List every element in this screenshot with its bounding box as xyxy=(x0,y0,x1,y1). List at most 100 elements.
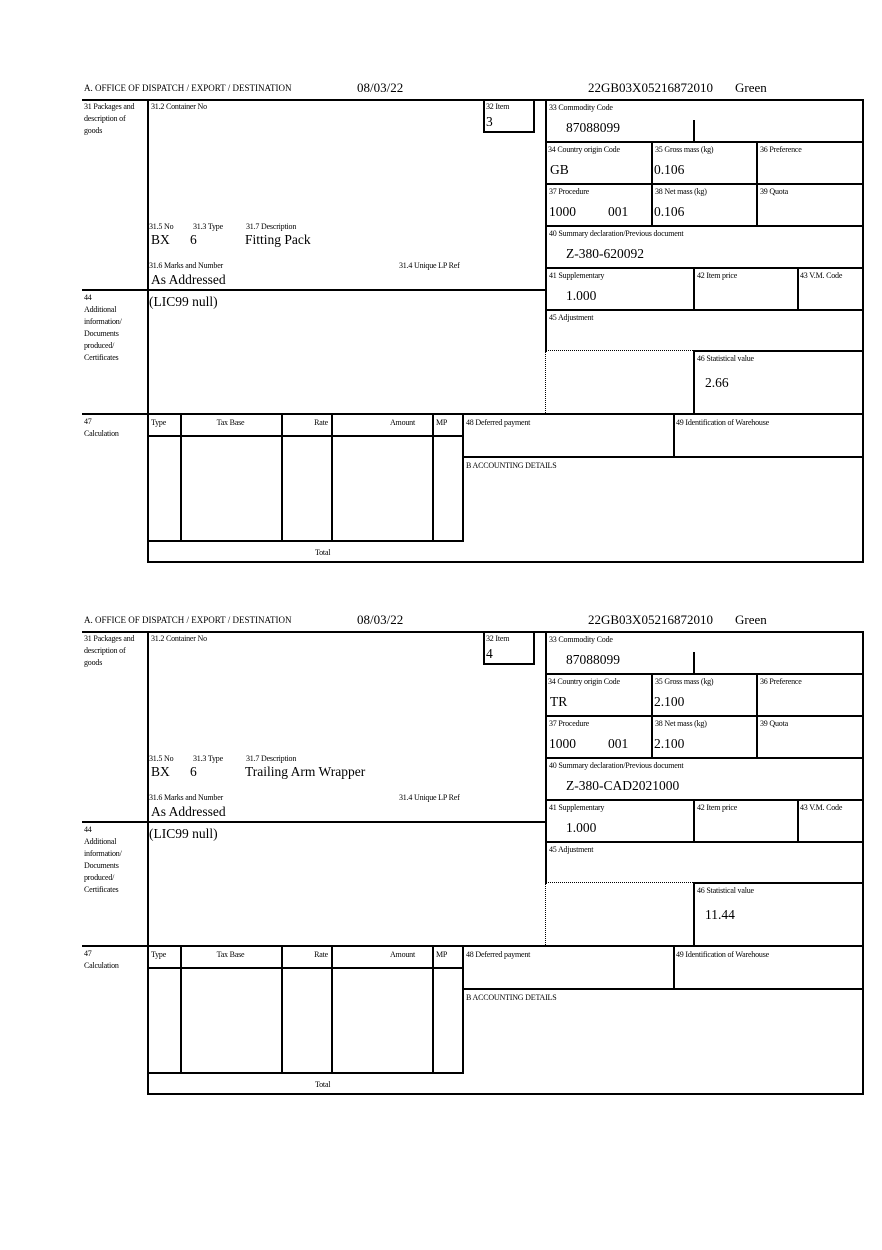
rule xyxy=(673,945,675,990)
rule xyxy=(693,120,695,143)
statistical-value: 2.66 xyxy=(705,375,729,390)
additional-label: Additional information/ Documents produc… xyxy=(84,837,122,894)
rule xyxy=(147,967,464,969)
calculation-number: 47 xyxy=(84,949,92,958)
col-type: Type xyxy=(151,418,167,427)
rule xyxy=(693,882,864,884)
marks-value: As Addressed xyxy=(151,804,226,819)
rule xyxy=(533,99,535,133)
preference-label: 36 Preference xyxy=(760,145,802,154)
calculation-number: 47 xyxy=(84,417,92,426)
summary-value: Z-380-620092 xyxy=(566,246,644,261)
procedure-value: 1000 xyxy=(549,204,576,219)
office-label: A. OFFICE OF DISPATCH / EXPORT / DESTINA… xyxy=(84,615,292,625)
country-label: 34 Country origin Code xyxy=(548,145,620,154)
rule xyxy=(651,673,653,759)
dotted-rule xyxy=(545,350,693,351)
rule xyxy=(82,631,864,633)
accounting-label: B ACCOUNTING DETAILS xyxy=(466,461,557,470)
packages-label: 31 Packages and description of goods xyxy=(84,102,135,135)
rule xyxy=(82,413,864,415)
procedure-extra-value: 001 xyxy=(608,204,629,219)
rule xyxy=(545,715,864,717)
rule xyxy=(756,673,758,759)
col-tax-base: Tax Base xyxy=(216,950,245,959)
rule xyxy=(797,267,799,311)
description-label: 31.7 Description xyxy=(246,754,297,763)
description-label: 31.7 Description xyxy=(246,222,297,231)
country-value: GB xyxy=(550,162,569,177)
rule xyxy=(797,799,799,843)
statistical-value: 11.44 xyxy=(705,907,735,922)
dotted-rule xyxy=(545,882,546,945)
container-label: 31.2 Container No xyxy=(151,634,207,643)
rule xyxy=(147,561,864,563)
date: 08/03/22 xyxy=(357,80,404,95)
reference: 22GB03X05216872010 xyxy=(588,80,713,95)
country-value: TR xyxy=(550,694,568,709)
col-tax-base: Tax Base xyxy=(216,418,245,427)
net-mass-value: 0.106 xyxy=(654,204,685,219)
quota-label: 39 Quota xyxy=(760,187,788,196)
rule xyxy=(756,141,758,227)
rule xyxy=(147,1093,864,1095)
col-amount: Amount xyxy=(389,418,415,427)
rule xyxy=(693,350,864,352)
calculation-label: Calculation xyxy=(84,429,119,438)
commodity-label: 33 Commodity Code xyxy=(549,103,613,112)
package-type: 6 xyxy=(190,232,197,247)
rule xyxy=(693,882,695,947)
net-mass-value: 2.100 xyxy=(654,736,685,751)
declaration-item-form: A. OFFICE OF DISPATCH / EXPORT / DESTINA… xyxy=(0,609,882,1095)
unique-lp-label: 31.4 Unique LP Ref xyxy=(399,793,460,802)
gross-mass-value: 2.100 xyxy=(654,694,685,709)
route: Green xyxy=(735,80,767,95)
item-label: 32 Item xyxy=(486,634,510,643)
col-mp: MP xyxy=(436,418,448,427)
rule xyxy=(545,141,864,143)
rule xyxy=(545,267,864,269)
total-label: Total xyxy=(315,1080,331,1089)
deferred-label: 48 Deferred payment xyxy=(466,950,531,959)
rule xyxy=(693,350,695,415)
rule xyxy=(483,131,535,133)
supplementary-value: 1.000 xyxy=(566,820,597,835)
rule xyxy=(651,141,653,227)
package-no: BX xyxy=(151,764,170,779)
date: 08/03/22 xyxy=(357,612,404,627)
col-amount: Amount xyxy=(389,950,415,959)
additional-value: (LIC99 null) xyxy=(149,826,218,841)
quota-label: 39 Quota xyxy=(760,719,788,728)
rule xyxy=(82,99,864,101)
container-label: 31.2 Container No xyxy=(151,102,207,111)
rule xyxy=(331,413,333,542)
rule xyxy=(82,821,547,823)
procedure-label: 37 Procedure xyxy=(549,187,590,196)
supplementary-value: 1.000 xyxy=(566,288,597,303)
summary-value: Z-380-CAD2021000 xyxy=(566,778,680,793)
type-label: 31.3 Type xyxy=(193,754,223,763)
additional-number: 44 xyxy=(84,293,92,302)
gross-mass-value: 0.106 xyxy=(654,162,685,177)
supplementary-label: 41 Supplementary xyxy=(549,803,605,812)
col-mp: MP xyxy=(436,950,448,959)
rule xyxy=(862,631,864,1095)
additional-number: 44 xyxy=(84,825,92,834)
description-value: Trailing Arm Wrapper xyxy=(245,764,366,779)
procedure-label: 37 Procedure xyxy=(549,719,590,728)
item-value: 4 xyxy=(486,646,493,661)
preference-label: 36 Preference xyxy=(760,677,802,686)
adjustment-label: 45 Adjustment xyxy=(549,313,594,322)
rule xyxy=(693,799,695,843)
rule xyxy=(82,945,864,947)
item-value: 3 xyxy=(486,114,493,129)
gross-mass-label: 35 Gross mass (kg) xyxy=(655,145,714,154)
rule xyxy=(180,413,182,542)
no-label: 31.5 No xyxy=(149,222,174,231)
reference: 22GB03X05216872010 xyxy=(588,612,713,627)
rule xyxy=(462,456,864,458)
rule xyxy=(483,99,485,133)
total-label: Total xyxy=(315,548,331,557)
rule xyxy=(180,945,182,1074)
